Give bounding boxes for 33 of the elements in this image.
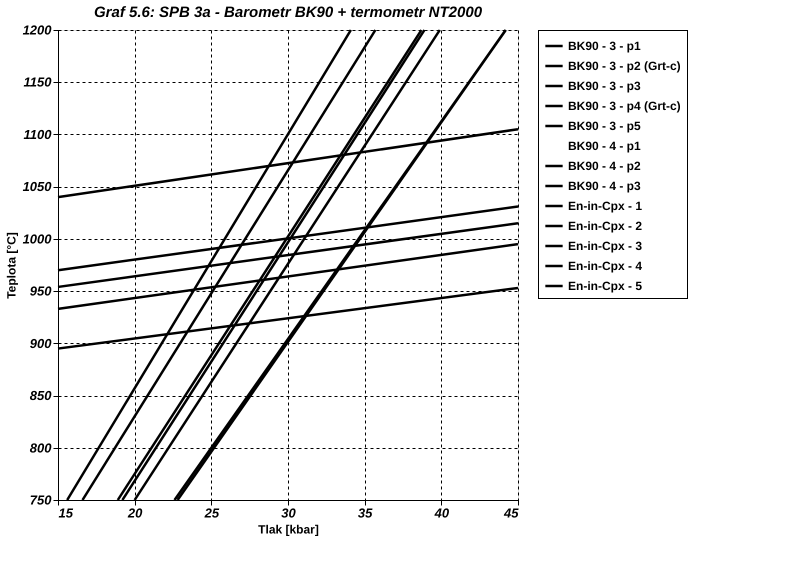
legend-label: BK90 - 4 - p2 <box>568 159 642 173</box>
x-tick-label: 45 <box>503 506 520 520</box>
text: BK90 - 4 - p1 <box>568 139 642 153</box>
legend-label: En-in-Cpx - 3 <box>568 239 642 253</box>
x-tick-label: 40 <box>434 506 450 520</box>
legend-label: BK90 - 4 - p3 <box>568 179 642 193</box>
x-tick-label: 20 <box>126 506 144 520</box>
x-tick-label: 25 <box>204 506 220 520</box>
legend-label: BK90 - 3 - p5 <box>568 119 642 133</box>
x-tick-label: 15 <box>58 506 74 520</box>
legend-label: BK90 - 3 - p2 (Grt-c) <box>568 59 681 73</box>
y-tick-label: 1000 <box>22 231 52 246</box>
legend-label: En-in-Cpx - 4 <box>568 259 642 273</box>
x-tick-label: 35 <box>358 506 374 520</box>
y-tick-label: 1150 <box>24 74 52 90</box>
legend-label: BK90 - 3 - p4 (Grt-c) <box>568 99 681 113</box>
legend-label: En-in-Cpx - 5 <box>568 279 642 293</box>
y-axis-title: Teplota [°C] <box>4 232 19 299</box>
y-tick-label: 1200 <box>22 22 52 38</box>
y-tick-label: 800 <box>30 440 52 456</box>
y-tick-label: 750 <box>30 492 52 508</box>
y-tick-label: 900 <box>30 336 52 351</box>
legend-label: En-in-Cpx - 2 <box>568 219 642 233</box>
legend-label: BK90 - 3 - p1 <box>568 39 642 53</box>
y-tick-label: 950 <box>30 284 52 299</box>
legend-label: BK90 - 3 - p3 <box>568 79 642 93</box>
y-tick-label: 850 <box>30 388 52 404</box>
chart-title: Graf 5.6: SPB 3a - Barometr BK90 + termometr NT2000 <box>94 4 483 21</box>
x-axis-title: Tlak [kbar] <box>258 522 319 536</box>
y-tick-label: 1100 <box>24 126 52 142</box>
y-tick-label: 1050 <box>22 179 52 194</box>
x-tick-label: 30 <box>281 506 296 520</box>
legend-label: En-in-Cpx - 1 <box>568 199 642 213</box>
